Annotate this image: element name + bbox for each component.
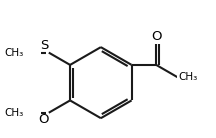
Text: CH₃: CH₃ — [4, 108, 24, 118]
Text: O: O — [151, 30, 161, 43]
Text: CH₃: CH₃ — [178, 72, 197, 82]
Text: CH₃: CH₃ — [4, 48, 24, 58]
Text: O: O — [38, 113, 48, 126]
Text: S: S — [40, 39, 48, 52]
